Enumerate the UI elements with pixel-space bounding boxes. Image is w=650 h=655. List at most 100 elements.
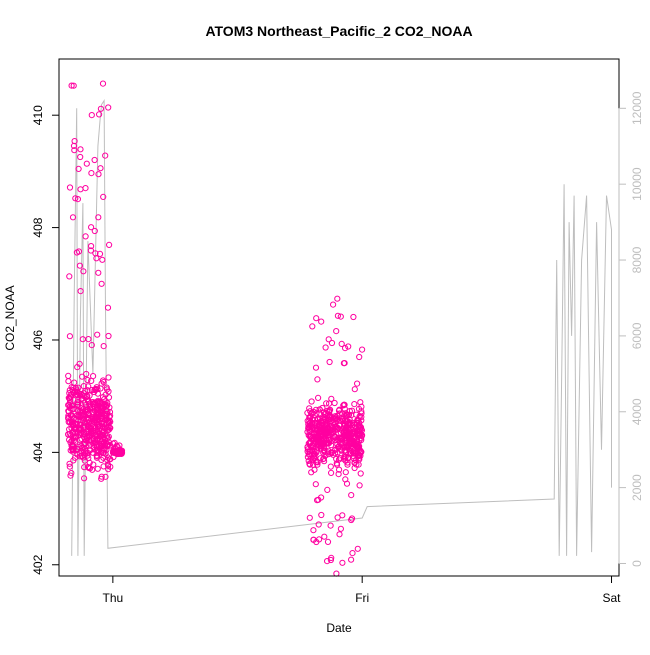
data-point — [87, 247, 95, 254]
data-point — [328, 554, 335, 562]
data-point — [105, 374, 112, 381]
data-point — [306, 514, 313, 521]
data-point — [358, 408, 365, 415]
data-point — [90, 373, 97, 380]
data-point — [70, 142, 78, 149]
data-point — [312, 481, 319, 488]
data-point — [93, 255, 100, 262]
data-point — [321, 533, 328, 540]
data-point — [76, 262, 84, 269]
data-point — [78, 452, 85, 460]
data-point — [326, 419, 333, 426]
data-point — [88, 243, 95, 250]
data-point — [356, 482, 363, 489]
data-point — [337, 525, 344, 532]
data-point — [310, 536, 317, 543]
data-point — [357, 399, 364, 406]
data-point — [334, 449, 341, 456]
data-point — [86, 402, 93, 409]
data-point — [321, 447, 328, 454]
data-point — [111, 439, 118, 446]
data-point — [324, 538, 332, 546]
data-point — [105, 420, 113, 427]
data-point — [334, 312, 341, 319]
data-point — [328, 339, 336, 347]
axes-layer: 402 404 406 408 410 0 2000 4000 6000 8000 10000 120… — [31, 91, 644, 605]
data-point — [349, 550, 356, 557]
data-point — [309, 323, 316, 330]
data-point — [345, 435, 352, 442]
data-point — [100, 463, 107, 470]
data-point — [345, 455, 352, 462]
data-point — [320, 455, 327, 462]
data-point — [337, 313, 344, 320]
data-point — [318, 443, 325, 450]
data-point — [65, 378, 72, 385]
data-point — [330, 419, 337, 426]
data-point — [66, 401, 73, 408]
data-point — [91, 227, 98, 235]
data-point — [320, 417, 327, 424]
data-point — [95, 423, 102, 430]
data-point — [353, 427, 361, 434]
data-point — [80, 268, 87, 275]
data-point — [312, 364, 320, 371]
data-point — [350, 447, 357, 454]
data-point — [83, 450, 90, 457]
data-point — [98, 280, 105, 287]
y-axis-right-tick-label: 10000 — [630, 167, 644, 201]
data-point — [339, 559, 346, 566]
data-point — [110, 449, 117, 456]
data-point — [102, 152, 109, 159]
data-point — [315, 521, 322, 528]
data-point — [88, 224, 95, 231]
data-point — [75, 401, 82, 408]
data-point — [70, 82, 77, 89]
data-point — [323, 400, 330, 407]
data-point — [337, 440, 344, 448]
data-point — [104, 304, 112, 311]
data-point — [314, 458, 321, 465]
data-point — [340, 425, 348, 432]
data-point — [69, 387, 76, 394]
data-point — [88, 342, 95, 349]
data-point — [347, 443, 355, 450]
data-point — [72, 420, 79, 427]
x-axis-tick-label: Sat — [603, 591, 622, 605]
data-point — [84, 406, 92, 413]
y-axis-left-tick-label: 404 — [31, 442, 45, 462]
data-point — [105, 424, 112, 431]
data-point — [75, 407, 82, 414]
data-point — [99, 80, 107, 87]
data-point — [317, 455, 324, 462]
data-point — [305, 457, 312, 464]
data-point — [81, 393, 88, 400]
data-point — [101, 439, 108, 446]
y-axis-left-tick-label: 408 — [31, 217, 45, 237]
data-point — [91, 156, 98, 164]
data-point — [314, 376, 321, 383]
data-point — [327, 522, 334, 529]
data-point — [96, 111, 103, 118]
data-point — [336, 456, 343, 463]
data-point — [98, 410, 105, 417]
data-point — [105, 332, 112, 340]
data-point — [81, 433, 88, 441]
data-point — [72, 195, 79, 202]
data-point — [328, 469, 335, 476]
data-point — [85, 336, 92, 343]
data-point — [75, 384, 82, 391]
data-point — [349, 419, 356, 426]
y-axis-label: CO2_NOAA — [3, 285, 17, 350]
data-point — [100, 193, 107, 200]
data-point — [90, 401, 97, 408]
data-point — [105, 388, 112, 395]
data-point — [351, 401, 358, 408]
data-point — [335, 471, 342, 478]
data-point — [66, 460, 73, 467]
data-point — [341, 405, 348, 412]
data-point — [353, 461, 360, 468]
data-point — [349, 421, 356, 428]
